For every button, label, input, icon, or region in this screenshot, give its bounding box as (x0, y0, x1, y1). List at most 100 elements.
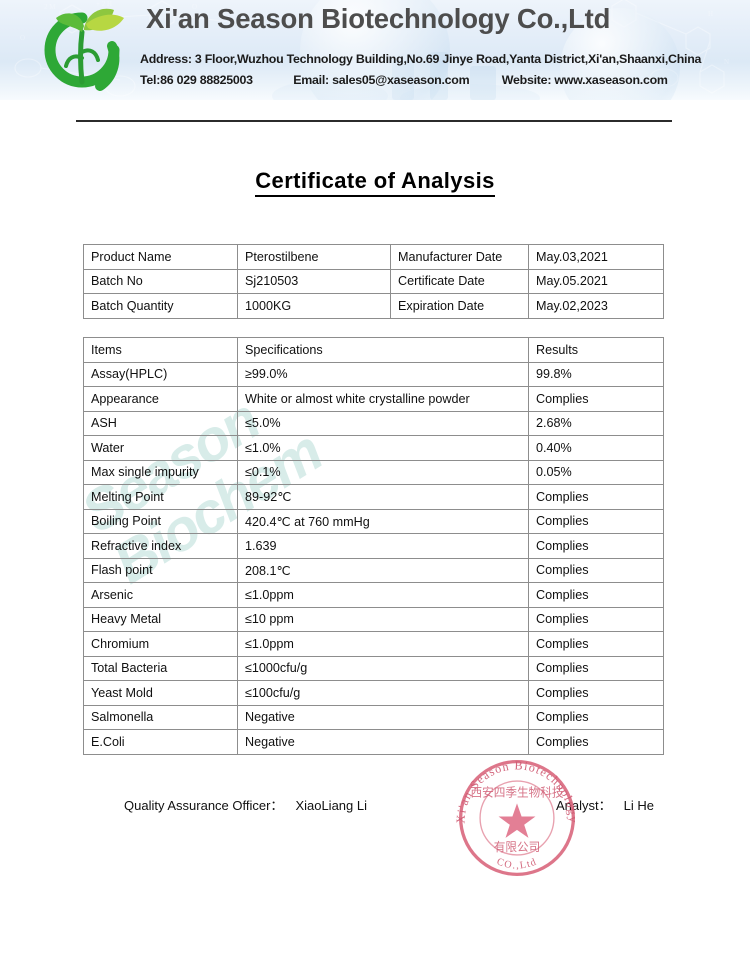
table-row: Total Bacteria ≤1000cfu/g Complies (83, 655, 664, 681)
column-header: Results (528, 337, 664, 363)
analyst-label: Analyst： (556, 798, 612, 813)
spec-item: Yeast Mold (83, 680, 238, 706)
spec-specification: ≤5.0% (237, 410, 529, 436)
info-value-2: May.05.2021 (528, 268, 664, 294)
seal-outer-text: Xi'an Season Biotechnology (453, 758, 580, 824)
spec-specification: 420.4℃ at 760 mmHg (237, 508, 529, 534)
table-row: Max single impurity ≤0.1% 0.05% (83, 459, 664, 485)
spec-item: Arsenic (83, 582, 238, 608)
column-header: Items (83, 337, 238, 363)
table-row: Batch Quantity 1000KG Expiration Date May.0… (83, 293, 664, 319)
seal-outer-text-bottom: CO.,Ltd (495, 856, 539, 871)
spec-result: 2.68% (528, 410, 664, 436)
spec-result: 0.40% (528, 435, 664, 461)
svg-text:O: O (20, 34, 25, 42)
spec-result: 0.05% (528, 459, 664, 485)
info-value-2: May.03,2021 (528, 244, 664, 270)
table-row: Batch No Sj210503 Certificate Date May.05.2… (83, 268, 664, 294)
column-header: Specifications (237, 337, 529, 363)
table-row: Product Name Pterostilbene Manufacturer Da… (83, 244, 664, 270)
info-label: Batch Quantity (83, 293, 238, 319)
company-website: Website: www.xaseason.com (501, 73, 668, 87)
company-seal-stamp: Xi'an Season Biotechnology CO.,Ltd 西安四季生… (453, 758, 580, 876)
spec-item: Melting Point (83, 484, 238, 510)
spec-specification: ≤0.1% (237, 459, 529, 485)
table-row: Salmonella Negative Complies (83, 704, 664, 730)
table-row: Arsenic ≤1.0ppm Complies (83, 582, 664, 608)
info-label: Product Name (83, 244, 238, 270)
spec-item: Max single impurity (83, 459, 238, 485)
spec-result: 99.8% (528, 361, 664, 387)
info-label-2: Manufacturer Date (390, 244, 529, 270)
table-row: Assay(HPLC) ≥99.0% 99.8% (83, 361, 664, 387)
table-row: Melting Point 89-92℃ Complies (83, 484, 664, 510)
spec-result: Complies (528, 508, 664, 534)
seal-chinese-text-top: 西安四季生物科技 (470, 786, 563, 800)
qa-label: Quality Assurance Officer： (124, 798, 284, 813)
company-address: Address: 3 Floor,Wuzhou Technology Build… (140, 52, 702, 66)
spec-item: Total Bacteria (83, 655, 238, 681)
spec-specification: White or almost white crystalline powder (237, 386, 529, 412)
spec-item: Chromium (83, 631, 238, 657)
info-label-2: Certificate Date (390, 268, 529, 294)
spec-result: Complies (528, 655, 664, 681)
company-logo-icon (44, 8, 124, 91)
spec-item: Flash point (83, 557, 238, 583)
svg-text:N: N (724, 58, 729, 66)
spec-item: Salmonella (83, 704, 238, 730)
table-row: Flash point 208.1℃ Complies (83, 557, 664, 583)
spec-result: Complies (528, 704, 664, 730)
spec-result: Complies (528, 631, 664, 657)
table-row: Appearance White or almost white crystall… (83, 386, 664, 412)
info-label: Batch No (83, 268, 238, 294)
spec-specification: ≤1.0ppm (237, 631, 529, 657)
quality-assurance-signature: Quality Assurance Officer： XiaoLiang Li (124, 795, 367, 814)
spec-item: Heavy Metal (83, 606, 238, 632)
info-value-2: May.02,2023 (528, 293, 664, 319)
table-row: ASH ≤5.0% 2.68% (83, 410, 664, 436)
spec-specification: ≤100cfu/g (237, 680, 529, 706)
spec-item: Water (83, 435, 238, 461)
spec-result: Complies (528, 484, 664, 510)
specifications-table: Items Specifications Results Assay(HPLC) ≥99… (83, 337, 664, 755)
page-title: Certificate of Analysis (0, 168, 750, 197)
info-value: Pterostilbene (237, 244, 391, 270)
table-row: Yeast Mold ≤100cfu/g Complies (83, 680, 664, 706)
spec-result: Complies (528, 386, 664, 412)
analyst-name: Li He (623, 798, 654, 813)
spec-specification: ≤10 ppm (237, 606, 529, 632)
spec-specification: 208.1℃ (237, 557, 529, 583)
spec-specification: 89-92℃ (237, 484, 529, 510)
company-tel: Tel:86 029 88825003 (140, 73, 253, 87)
spec-result: Complies (528, 680, 664, 706)
product-info-table: Product Name Pterostilbene Manufacturer Da… (83, 244, 664, 319)
spec-specification: Negative (237, 704, 529, 730)
svg-text:H: H (708, 10, 713, 18)
table-row: E.Coli Negative Complies (83, 729, 664, 755)
company-name: Xi'an Season Biotechnology Co.,Ltd (146, 3, 611, 34)
table-row: Water ≤1.0% 0.40% (83, 435, 664, 461)
info-value: Sj210503 (237, 268, 391, 294)
spec-result: Complies (528, 729, 664, 755)
seal-chinese-text-bottom: 有限公司 (494, 840, 541, 854)
page-title-text: Certificate of Analysis (255, 168, 495, 197)
specifications-body: Items Specifications Results Assay(HPLC) ≥99… (83, 337, 664, 755)
spec-result: Complies (528, 582, 664, 608)
table-row: Heavy Metal ≤10 ppm Complies (83, 606, 664, 632)
table-row: Chromium ≤1.0ppm Complies (83, 631, 664, 657)
spec-item: Assay(HPLC) (83, 361, 238, 387)
info-label-2: Expiration Date (390, 293, 529, 319)
table-header-row: Items Specifications Results (83, 337, 664, 363)
table-row: Boiling Point 420.4℃ at 760 mmHg Complies (83, 508, 664, 534)
star-icon (498, 803, 536, 838)
spec-specification: ≤1000cfu/g (237, 655, 529, 681)
table-row: Refractive index 1.639 Complies (83, 533, 664, 559)
company-email: Email: sales05@xaseason.com (293, 73, 470, 87)
info-value: 1000KG (237, 293, 391, 319)
spec-item: Appearance (83, 386, 238, 412)
spec-item: E.Coli (83, 729, 238, 755)
spec-item: Refractive index (83, 533, 238, 559)
company-contact-line: Tel:86 029 88825003 Email: sales05@xasea… (140, 73, 668, 87)
seal-outer-ring (459, 760, 575, 876)
page-header: 2 M + 2 H O O O N H (0, 0, 750, 100)
